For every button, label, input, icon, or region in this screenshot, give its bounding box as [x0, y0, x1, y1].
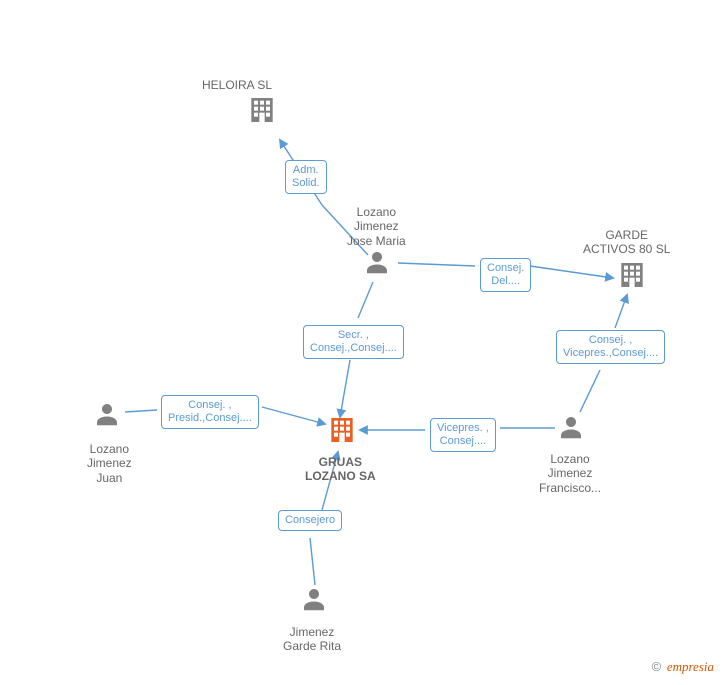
- edge-label-josemaria-garde: Consej. Del....: [480, 258, 531, 292]
- node-label-josemaria: Lozano Jimenez Jose Maria: [347, 205, 406, 248]
- edge-josemaria-gruas: [340, 360, 350, 417]
- edge-label-josemaria-gruas: Secr. , Consej.,Consej....: [303, 325, 404, 359]
- edge-juan-gruas: [262, 407, 325, 424]
- edge-label-francisco-garde: Consej. , Vicepres.,Consej....: [556, 330, 665, 364]
- edge-francisco-garde: [580, 370, 600, 412]
- edge-label-francisco-gruas: Vicepres. , Consej....: [430, 418, 496, 452]
- building-icon-garde[interactable]: [616, 259, 648, 294]
- node-label-juan: Lozano Jimenez Juan: [87, 442, 132, 485]
- credit: © empresia: [652, 659, 714, 675]
- edge-josemaria-garde: [530, 266, 613, 278]
- node-label-heloira: HELOIRA SL: [202, 78, 272, 92]
- building-icon-gruas[interactable]: [326, 414, 358, 449]
- person-icon-francisco[interactable]: [556, 412, 586, 445]
- edge-juan-gruas: [125, 410, 157, 412]
- edge-josemaria-garde: [398, 263, 475, 266]
- edge-label-josemaria-heloira: Adm. Solid.: [285, 160, 327, 194]
- copyright-symbol: ©: [652, 659, 662, 674]
- node-label-francisco: Lozano Jimenez Francisco...: [539, 452, 601, 495]
- edge-rita-gruas: [310, 538, 315, 585]
- network-diagram: HELOIRA SL GARDE ACTIVOS 80 SL GRUAS LOZAN…: [0, 0, 728, 685]
- node-label-garde: GARDE ACTIVOS 80 SL: [583, 228, 670, 257]
- edge-label-rita-gruas: Consejero: [278, 510, 342, 531]
- credit-text: empresia: [667, 659, 714, 674]
- node-label-rita: Jimenez Garde Rita: [283, 625, 341, 654]
- person-icon-josemaria[interactable]: [362, 247, 392, 280]
- node-label-gruas: GRUAS LOZANO SA: [305, 455, 376, 484]
- person-icon-rita[interactable]: [299, 584, 329, 617]
- edge-francisco-garde: [615, 295, 627, 328]
- building-icon-heloira[interactable]: [246, 94, 278, 129]
- edge-josemaria-gruas: [358, 282, 373, 318]
- edge-label-juan-gruas: Consej. , Presid.,Consej....: [161, 395, 259, 429]
- person-icon-juan[interactable]: [92, 399, 122, 432]
